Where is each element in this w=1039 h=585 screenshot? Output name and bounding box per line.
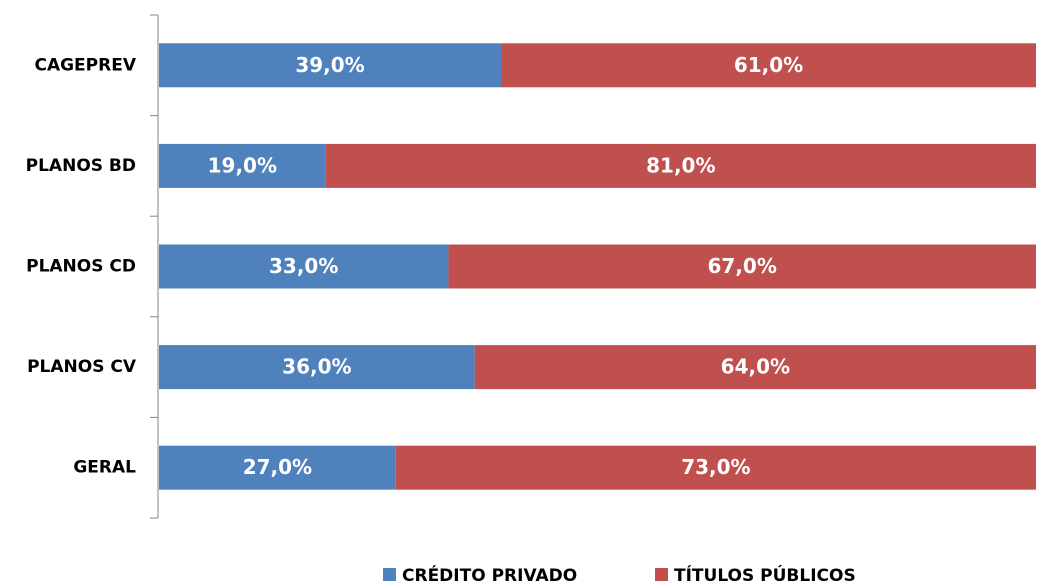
legend-swatch [655,568,668,581]
value-label: 64,0% [721,355,790,379]
value-label: 19,0% [208,153,277,177]
category-label: GERAL [73,458,136,478]
bar-segment [159,143,326,188]
bar-segment [159,345,475,390]
bar-segment [159,445,396,490]
bar-segment [501,43,1036,88]
value-label: 36,0% [282,355,351,379]
bar-segment [159,43,502,88]
category-label: PLANOS CV [27,357,137,377]
bar-segment [325,143,1036,188]
bar-segment [159,244,449,289]
legend-swatch [383,568,396,581]
category-label: PLANOS BD [26,156,136,176]
value-label: 33,0% [269,254,338,278]
value-label: 73,0% [681,455,750,479]
value-label: 81,0% [646,153,715,177]
category-label: PLANOS CD [26,257,136,277]
value-label: 61,0% [734,53,803,77]
bar-segment [395,445,1036,490]
legend-label: TÍTULOS PÚBLICOS [674,564,856,585]
value-label: 67,0% [708,254,777,278]
bar-segment [448,244,1036,289]
value-label: 27,0% [243,455,312,479]
legend-label: CRÉDITO PRIVADO [402,564,577,585]
category-label: CAGEPREV [34,55,136,75]
value-label: 39,0% [295,53,364,77]
bar-segment [474,345,1037,390]
